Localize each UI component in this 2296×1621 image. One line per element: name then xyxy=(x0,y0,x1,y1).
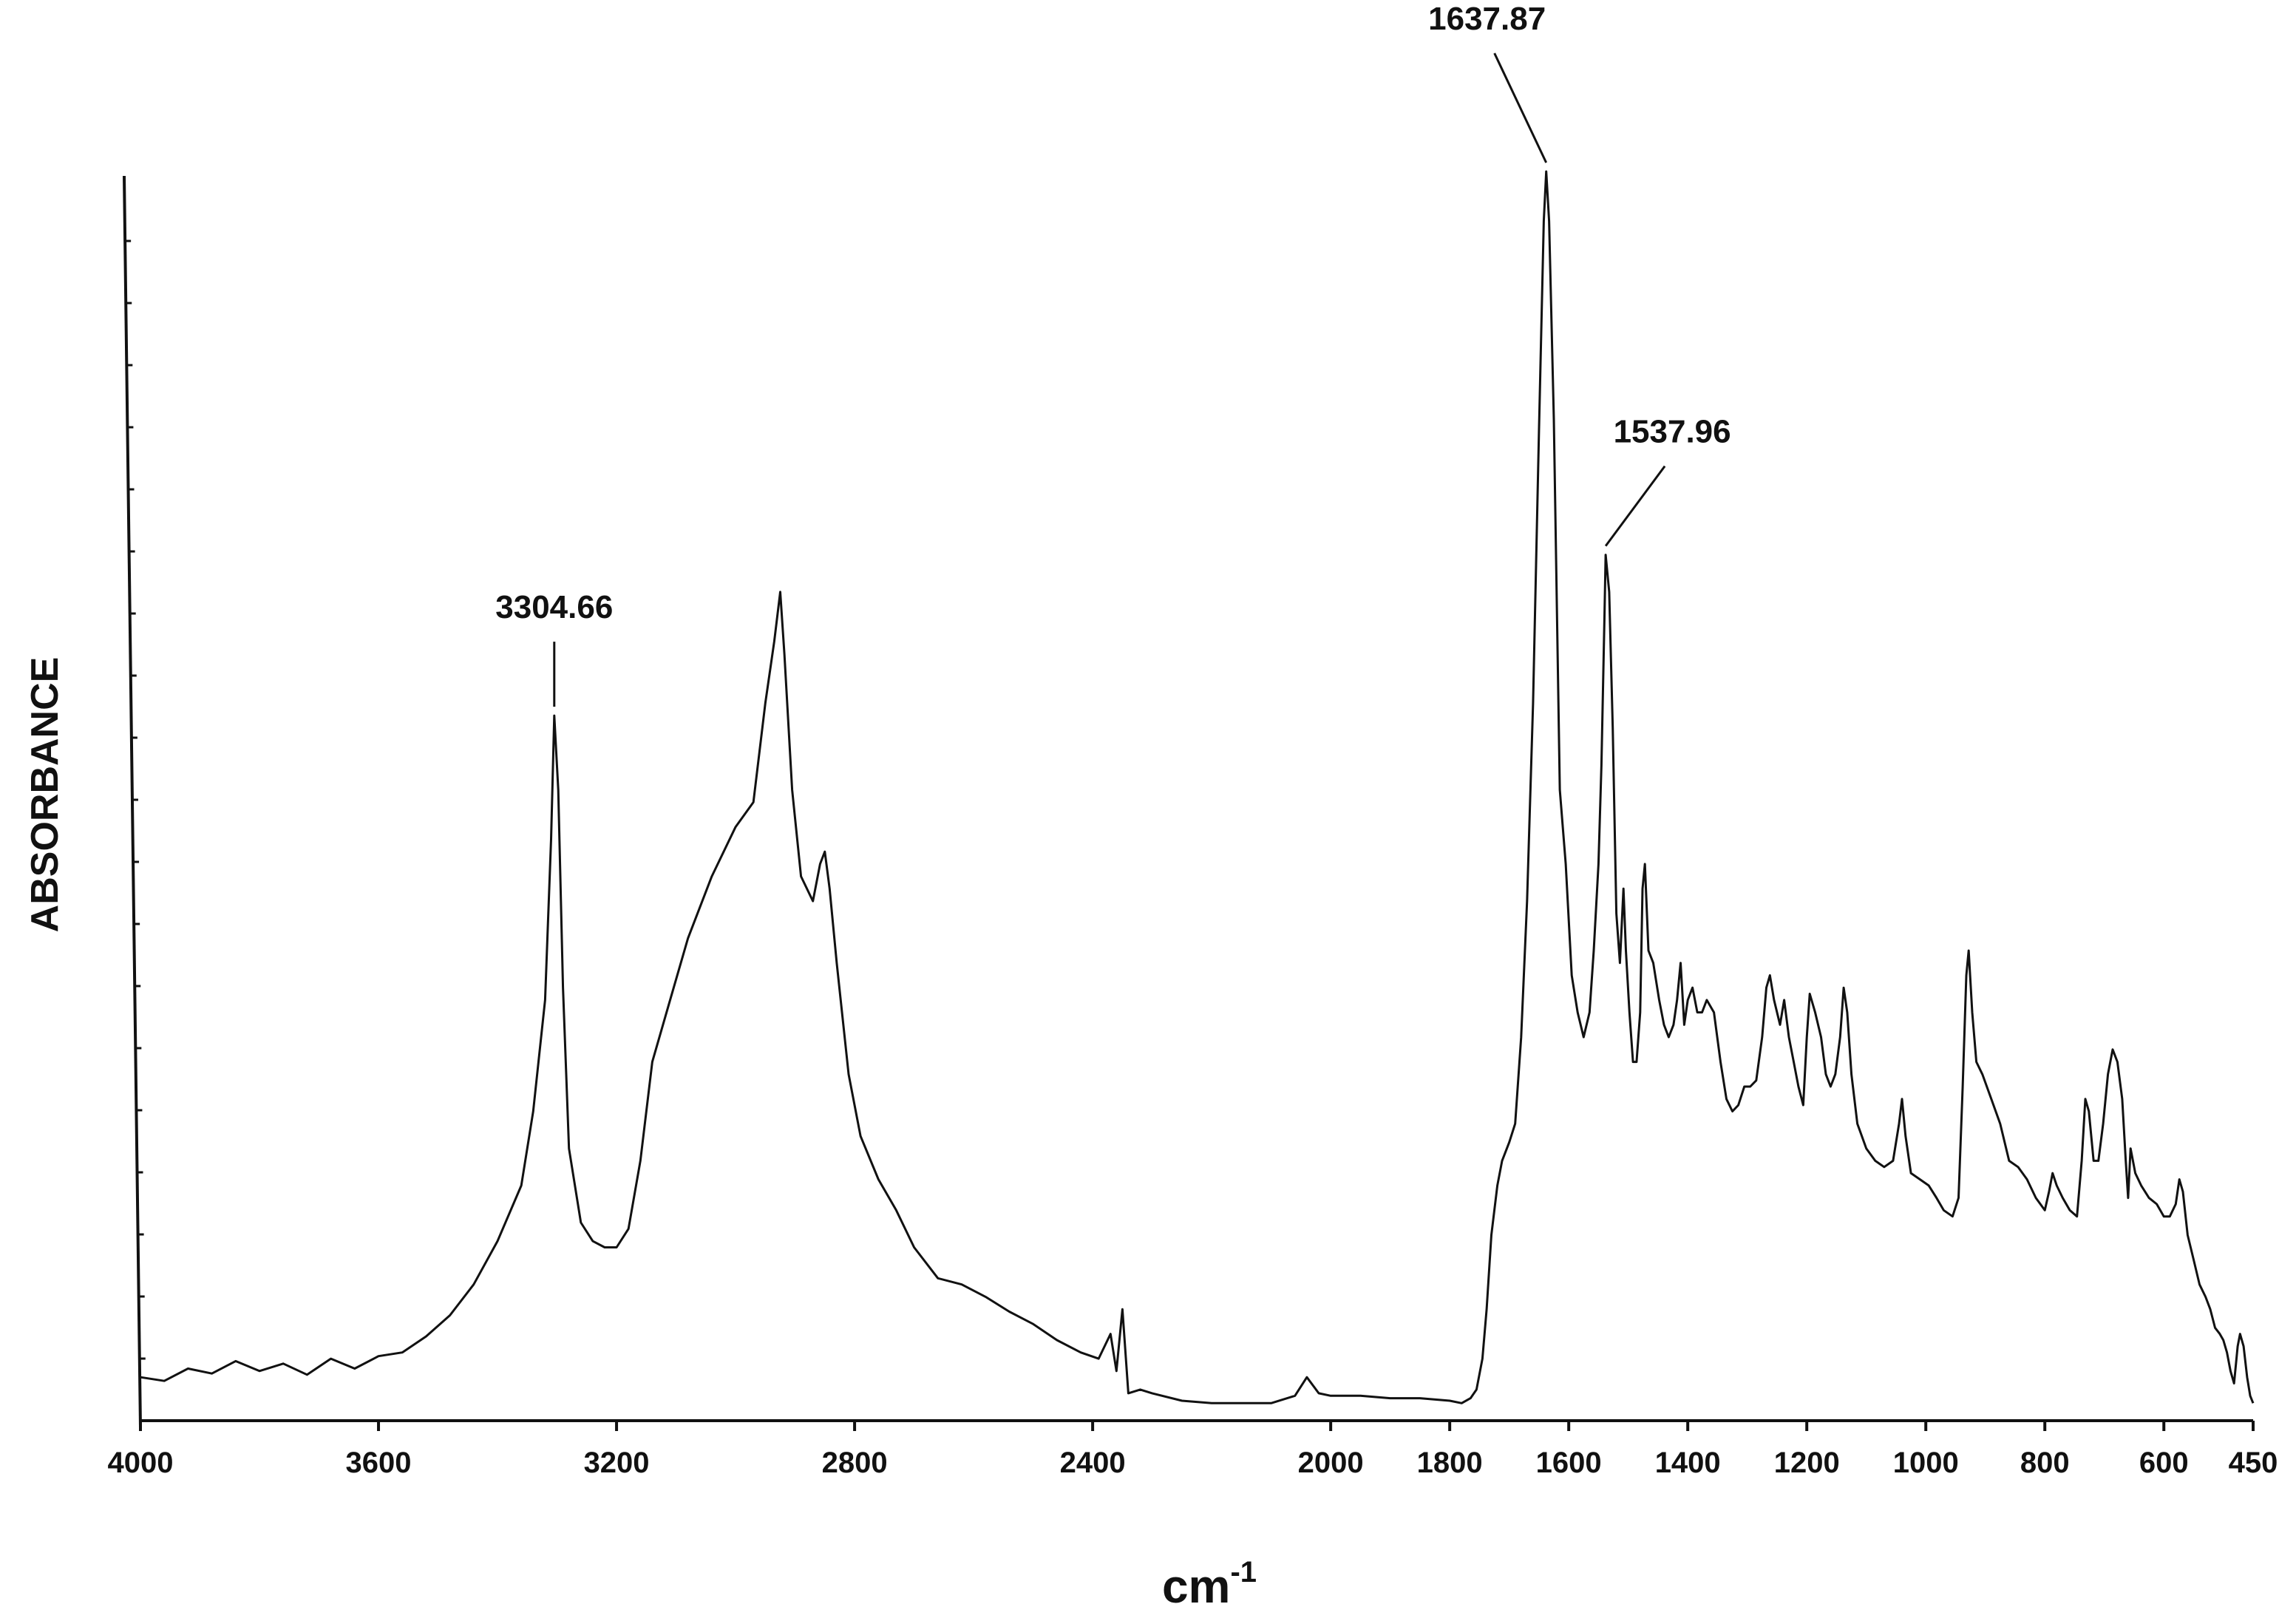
x-tick-label-1600: 1600 xyxy=(1536,1447,1602,1479)
x-tick-label-1400: 1400 xyxy=(1655,1447,1721,1479)
peak-label-1537.96: 1537.96 xyxy=(1614,414,1731,450)
x-tick-label-2000: 2000 xyxy=(1298,1447,1364,1479)
x-tick-label-3200: 3200 xyxy=(584,1447,650,1479)
x-axis-label: cm-1 xyxy=(1162,1556,1257,1613)
x-tick-label-2400: 2400 xyxy=(1060,1447,1126,1479)
x-axis-label-unit: cm xyxy=(1162,1560,1231,1613)
x-axis-tick-labels: 4000 3600 3200 2800 2400 2000 1800 1600 1400 1200… xyxy=(108,1447,2278,1479)
x-tick-label-450: 450 xyxy=(2229,1447,2278,1479)
x-tick-label-1800: 1800 xyxy=(1417,1447,1483,1479)
x-tick-label-2800: 2800 xyxy=(822,1447,888,1479)
y-axis-minor-ticks xyxy=(125,239,146,1360)
axes: 4000 3600 3200 2800 2400 2000 1800 1600 1400 1200… xyxy=(108,175,2278,1479)
x-tick-label-3600: 3600 xyxy=(346,1447,412,1479)
x-tick-label-4000: 4000 xyxy=(108,1447,174,1479)
y-axis-label: ABSORBANCE xyxy=(24,657,67,933)
peak-annotations: 3304.66 1637.87 1537.96 xyxy=(495,1,1731,707)
x-tick-label-1200: 1200 xyxy=(1774,1447,1840,1479)
peak-leader-1637.87 xyxy=(1493,52,1548,163)
x-tick-label-800: 800 xyxy=(2020,1447,2070,1479)
x-tick-label-1000: 1000 xyxy=(1893,1447,1959,1479)
y-axis-line xyxy=(123,175,142,1429)
peak-label-3304.66: 3304.66 xyxy=(495,589,613,625)
x-tick-label-600: 600 xyxy=(2139,1447,2189,1479)
peak-label-1637.87: 1637.87 xyxy=(1428,1,1546,37)
spectrum-line xyxy=(140,170,2255,1404)
x-axis-label-superscript: -1 xyxy=(1230,1556,1257,1588)
peak-leader-1537.96 xyxy=(1604,465,1666,547)
x-axis-ticks xyxy=(139,1421,2255,1431)
